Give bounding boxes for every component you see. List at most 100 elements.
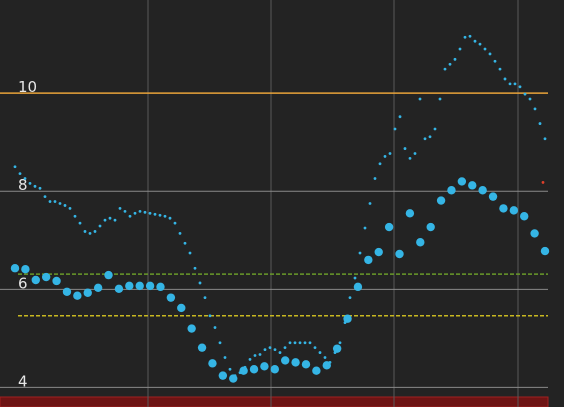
y-tick-label: 6 (18, 274, 28, 292)
reading-dot (405, 209, 415, 218)
reading-dot (88, 232, 92, 235)
reading-dot (156, 282, 165, 292)
reading-dot (73, 291, 82, 300)
reading-dot (229, 374, 238, 383)
reading-dot (313, 346, 317, 350)
reading-dot (123, 209, 127, 213)
reading-dot (384, 222, 394, 232)
reading-dot (10, 264, 20, 273)
reading-dot (308, 341, 312, 345)
reading-dot (499, 204, 508, 213)
reading-dot (103, 218, 107, 222)
reading-dot (93, 283, 103, 293)
reading-dot (283, 346, 287, 350)
reading-dot (457, 177, 467, 186)
reading-dot (364, 255, 373, 265)
reading-dot (153, 212, 157, 216)
reading-dot (278, 351, 282, 354)
reading-dot (73, 214, 77, 218)
reading-dot (104, 270, 113, 280)
reading-dot (298, 341, 302, 345)
reading-dot (353, 282, 363, 292)
reading-dot (398, 115, 402, 119)
reading-dot (453, 57, 457, 61)
reading-dot (363, 226, 367, 230)
reading-dot (253, 354, 257, 357)
reading-dot (208, 359, 217, 368)
reading-dot (418, 97, 422, 101)
reading-dot (395, 249, 404, 259)
reading-dot (426, 222, 435, 232)
reading-dot (403, 147, 407, 150)
y-tick-label: 10 (18, 78, 37, 96)
reading-dot (163, 214, 167, 218)
reading-dot (53, 200, 57, 203)
reading-dot (318, 351, 322, 354)
reading-dot (538, 122, 542, 125)
reading-dot (413, 152, 417, 155)
reading-dot (138, 209, 142, 213)
reading-dot (373, 177, 377, 180)
reading-dot (322, 361, 331, 370)
reading-dot (188, 251, 192, 255)
reading-dot (178, 232, 182, 235)
reading-dot (478, 186, 487, 195)
reading-dot (33, 184, 37, 188)
reading-dot (218, 371, 228, 380)
reading-dot (135, 281, 144, 291)
reading-dot (498, 67, 502, 71)
reading-dot (423, 137, 427, 141)
reading-dot (197, 343, 207, 352)
reading-dot (21, 265, 30, 274)
reading-dot (13, 165, 17, 169)
reading-dot (448, 62, 452, 66)
reading-dot (358, 251, 362, 255)
reading-dot (288, 341, 292, 345)
reading-dot (533, 107, 537, 111)
reading-dot (541, 181, 545, 184)
reading-dot (83, 288, 92, 297)
reading-dot (148, 211, 152, 215)
reading-dot (63, 204, 67, 207)
reading-dot (388, 152, 392, 155)
reading-dot (28, 181, 32, 185)
reading-dot (478, 42, 482, 46)
reading-dot (273, 348, 277, 352)
reading-dot (218, 341, 222, 345)
reading-dot (348, 296, 352, 300)
reading-dot (343, 314, 352, 323)
vertical-grid (147, 0, 519, 407)
reading-dot (338, 341, 342, 345)
reading-dot (543, 137, 547, 141)
reading-dot (513, 82, 517, 86)
reading-dot (83, 230, 87, 233)
reading-dot (436, 196, 446, 205)
reading-dot (68, 207, 72, 210)
reading-dot (438, 97, 442, 101)
reading-dot (48, 200, 52, 203)
reading-dot (58, 202, 62, 205)
reading-dot (38, 186, 42, 190)
reading-dot (203, 296, 207, 300)
reading-dot (518, 85, 522, 89)
reading-dot (353, 276, 357, 280)
reading-dot (193, 266, 197, 270)
reading-dot (168, 216, 172, 220)
reading-dot (249, 365, 259, 374)
reading-dot (143, 210, 147, 214)
reading-dot (312, 366, 321, 375)
reading-dot (301, 360, 311, 369)
reading-dot (368, 202, 372, 205)
reading-dot (23, 177, 27, 180)
reading-dot (323, 356, 327, 359)
reading-dot (228, 367, 232, 371)
reading-dot (223, 356, 227, 359)
reading-dot (114, 284, 124, 294)
reading-dot (443, 67, 447, 71)
reading-dot (248, 358, 252, 361)
reading-dot (303, 341, 307, 345)
reading-dot (528, 97, 532, 101)
reading-dot (383, 155, 387, 158)
